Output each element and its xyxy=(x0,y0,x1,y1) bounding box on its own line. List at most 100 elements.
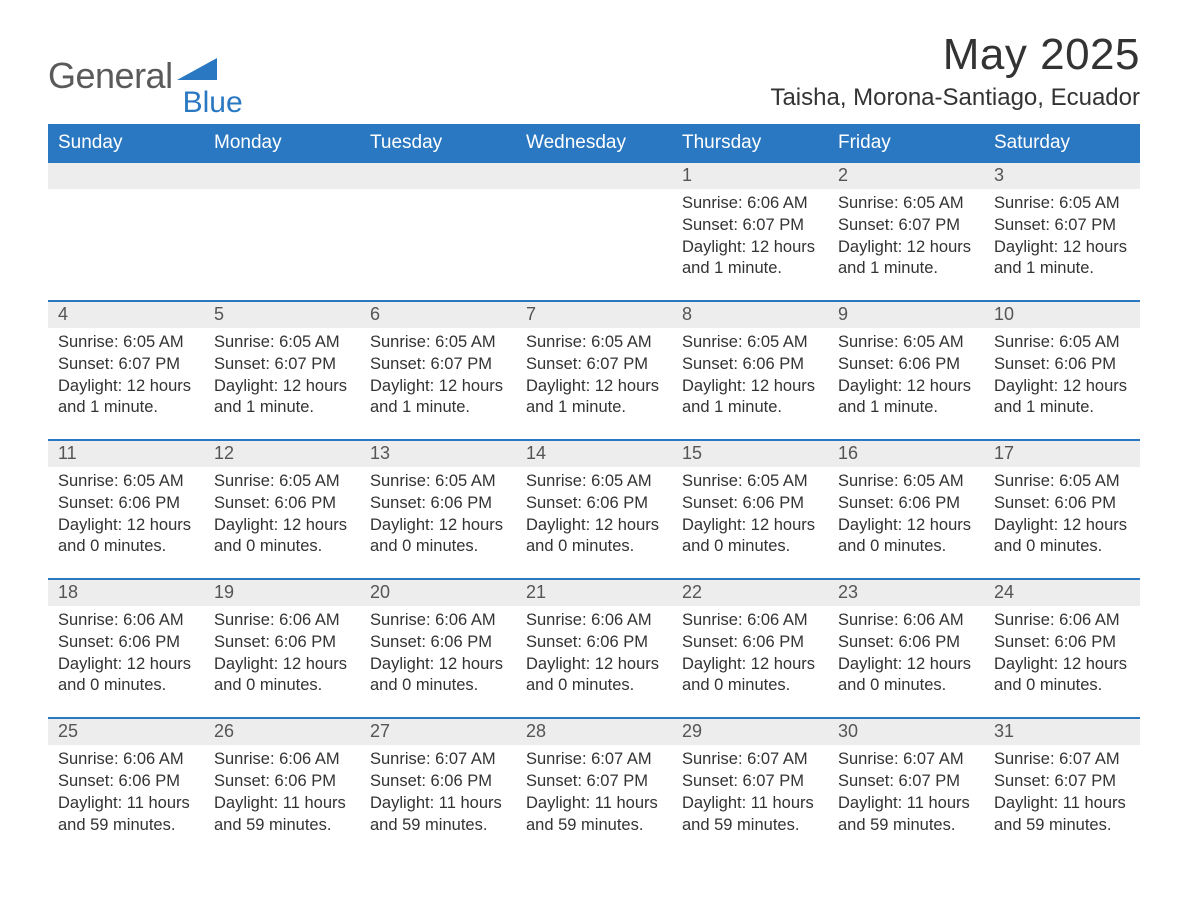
sunset-line: Sunset: 6:06 PM xyxy=(838,632,974,654)
daylight-line: Daylight: 12 hours and 0 minutes. xyxy=(214,515,350,559)
week-daynum-row: 123 xyxy=(48,162,1140,189)
daylight-line: Daylight: 12 hours and 0 minutes. xyxy=(994,515,1130,559)
sunrise-label: Sunrise: xyxy=(214,333,279,351)
logo-text-general: General xyxy=(48,55,173,97)
day-cell: Sunrise: 6:05 AMSunset: 6:07 PMDaylight:… xyxy=(984,189,1140,301)
sunrise-value: 6:06 AM xyxy=(903,611,964,629)
sunset-line: Sunset: 6:06 PM xyxy=(682,354,818,376)
sunset-line: Sunset: 6:06 PM xyxy=(994,632,1130,654)
sunset-label: Sunset: xyxy=(370,355,431,373)
week-content-row: Sunrise: 6:05 AMSunset: 6:06 PMDaylight:… xyxy=(48,467,1140,579)
day-number: 15 xyxy=(672,440,828,467)
daylight-line: Daylight: 12 hours and 1 minute. xyxy=(526,376,662,420)
daylight-label: Daylight: xyxy=(58,516,127,534)
day-cell: Sunrise: 6:05 AMSunset: 6:07 PMDaylight:… xyxy=(828,189,984,301)
sunrise-line: Sunrise: 6:06 AM xyxy=(682,193,818,215)
sunset-label: Sunset: xyxy=(682,216,743,234)
sunrise-label: Sunrise: xyxy=(58,611,123,629)
day-number: 28 xyxy=(516,718,672,745)
sunset-label: Sunset: xyxy=(682,633,743,651)
day-cell: Sunrise: 6:05 AMSunset: 6:06 PMDaylight:… xyxy=(984,467,1140,579)
sunset-label: Sunset: xyxy=(994,355,1055,373)
daylight-label: Daylight: xyxy=(994,377,1063,395)
sunrise-value: 6:06 AM xyxy=(435,611,496,629)
daylight-label: Daylight: xyxy=(214,377,283,395)
sunset-line: Sunset: 6:06 PM xyxy=(370,493,506,515)
calendar-header-row: SundayMondayTuesdayWednesdayThursdayFrid… xyxy=(48,125,1140,162)
sunrise-label: Sunrise: xyxy=(58,472,123,490)
sunrise-value: 6:05 AM xyxy=(123,472,184,490)
sunrise-line: Sunrise: 6:05 AM xyxy=(994,471,1130,493)
day-number: 19 xyxy=(204,579,360,606)
sunset-line: Sunset: 6:06 PM xyxy=(370,771,506,793)
sunset-line: Sunset: 6:07 PM xyxy=(214,354,350,376)
sunset-label: Sunset: xyxy=(994,216,1055,234)
day-cell: Sunrise: 6:06 AMSunset: 6:06 PMDaylight:… xyxy=(516,606,672,718)
daylight-line: Daylight: 12 hours and 0 minutes. xyxy=(838,515,974,559)
daylight-label: Daylight: xyxy=(370,516,439,534)
day-number: 14 xyxy=(516,440,672,467)
sunset-value: 6:06 PM xyxy=(275,633,336,651)
sunrise-line: Sunrise: 6:05 AM xyxy=(838,193,974,215)
sunrise-value: 6:05 AM xyxy=(1059,472,1120,490)
daylight-line: Daylight: 11 hours and 59 minutes. xyxy=(682,793,818,837)
location-label: Taisha, Morona-Santiago, Ecuador xyxy=(770,84,1140,112)
day-cell: Sunrise: 6:07 AMSunset: 6:07 PMDaylight:… xyxy=(672,745,828,856)
daylight-label: Daylight: xyxy=(682,655,751,673)
sunrise-label: Sunrise: xyxy=(994,333,1059,351)
sunrise-value: 6:05 AM xyxy=(279,333,340,351)
day-cell: Sunrise: 6:06 AMSunset: 6:06 PMDaylight:… xyxy=(204,745,360,856)
sunset-label: Sunset: xyxy=(214,772,275,790)
daylight-line: Daylight: 11 hours and 59 minutes. xyxy=(370,793,506,837)
sunset-line: Sunset: 6:07 PM xyxy=(994,771,1130,793)
sunset-value: 6:06 PM xyxy=(743,633,804,651)
sunset-value: 6:06 PM xyxy=(431,494,492,512)
sunrise-value: 6:06 AM xyxy=(123,750,184,768)
sunrise-label: Sunrise: xyxy=(370,611,435,629)
sunrise-line: Sunrise: 6:07 AM xyxy=(526,749,662,771)
daylight-line: Daylight: 12 hours and 0 minutes. xyxy=(682,515,818,559)
daylight-label: Daylight: xyxy=(682,377,751,395)
day-number: 11 xyxy=(48,440,204,467)
sunset-value: 6:06 PM xyxy=(899,355,960,373)
sunrise-label: Sunrise: xyxy=(370,472,435,490)
day-number: 8 xyxy=(672,301,828,328)
week-daynum-row: 11121314151617 xyxy=(48,440,1140,467)
daylight-label: Daylight: xyxy=(838,516,907,534)
sunrise-value: 6:07 AM xyxy=(591,750,652,768)
day-header: Friday xyxy=(828,125,984,162)
daylight-line: Daylight: 12 hours and 1 minute. xyxy=(994,376,1130,420)
day-cell: Sunrise: 6:07 AMSunset: 6:07 PMDaylight:… xyxy=(516,745,672,856)
sunrise-line: Sunrise: 6:05 AM xyxy=(994,332,1130,354)
daylight-label: Daylight: xyxy=(838,794,907,812)
daylight-line: Daylight: 12 hours and 0 minutes. xyxy=(58,654,194,698)
sunrise-label: Sunrise: xyxy=(994,750,1059,768)
sunset-value: 6:06 PM xyxy=(587,633,648,651)
sunset-value: 6:07 PM xyxy=(587,772,648,790)
day-cell: Sunrise: 6:05 AM Sunset: 6:07 PMDaylight:… xyxy=(204,328,360,440)
sunset-label: Sunset: xyxy=(526,355,587,373)
sunset-label: Sunset: xyxy=(526,494,587,512)
daylight-line: Daylight: 12 hours and 0 minutes. xyxy=(370,654,506,698)
sunset-line: Sunset: 6:06 PM xyxy=(994,493,1130,515)
sunrise-label: Sunrise: xyxy=(994,194,1059,212)
sunrise-value: 6:05 AM xyxy=(591,472,652,490)
sunrise-label: Sunrise: xyxy=(682,750,747,768)
sunset-label: Sunset: xyxy=(370,633,431,651)
sunset-line: Sunset: 6:07 PM xyxy=(526,771,662,793)
sunset-value: 6:07 PM xyxy=(431,355,492,373)
daylight-line: Daylight: 12 hours and 1 minute. xyxy=(682,376,818,420)
sunrise-value: 6:05 AM xyxy=(435,333,496,351)
daylight-line: Daylight: 12 hours and 0 minutes. xyxy=(838,654,974,698)
sunrise-value: 6:06 AM xyxy=(747,611,808,629)
week-content-row: Sunrise: 6:06 AMSunset: 6:06 PMDaylight:… xyxy=(48,606,1140,718)
sunrise-line: Sunrise: 6:06 AM xyxy=(682,610,818,632)
sunrise-label: Sunrise: xyxy=(682,611,747,629)
daylight-line: Daylight: 12 hours and 1 minute. xyxy=(838,376,974,420)
empty-day-cell xyxy=(48,189,204,301)
day-cell: Sunrise: 6:05 AMSunset: 6:06 PMDaylight:… xyxy=(204,467,360,579)
sunset-label: Sunset: xyxy=(838,216,899,234)
sunset-label: Sunset: xyxy=(526,772,587,790)
day-cell: Sunrise: 6:06 AMSunset: 6:06 PMDaylight:… xyxy=(48,745,204,856)
day-cell: Sunrise: 6:05 AMSunset: 6:07 PMDaylight:… xyxy=(516,328,672,440)
